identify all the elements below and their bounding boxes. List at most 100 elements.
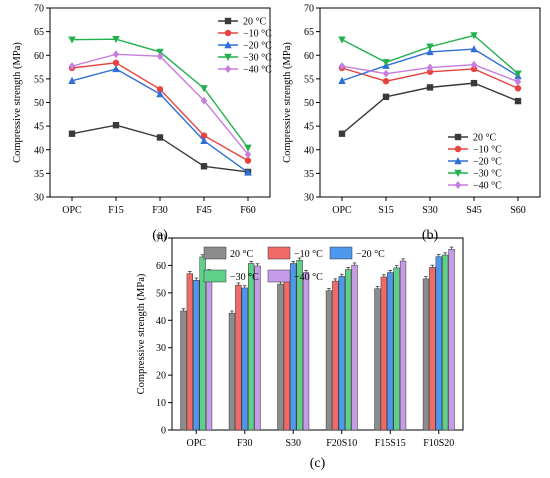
panel-a-legend-10-c-swatch-marker — [224, 29, 232, 37]
panel-c-legend-40-c-swatch — [267, 269, 291, 283]
panel-b-legend-40-c-swatch-marker — [454, 181, 462, 189]
panel-a-series-30-c-point — [68, 36, 76, 44]
panel-a-y-tick-label: 35 — [34, 169, 44, 180]
panel-a-series-30-c-point — [244, 144, 252, 152]
panel-c-x-tick-label: F10S20 — [423, 438, 454, 449]
panel-c-legend-20-c-label: 20 °C — [230, 249, 253, 260]
panel-b-series-20-c-point — [470, 79, 478, 87]
panel-b-legend-30-c-label: −30 °C — [473, 169, 502, 180]
panel-c-series-20-c-bar — [338, 276, 345, 431]
panel-b-y-tick-label: 65 — [304, 27, 314, 38]
panel-a-series-20-c-point — [68, 130, 76, 137]
panel-a-series-10-c-point — [112, 59, 120, 67]
panel-c-x-tick-label: F30 — [237, 438, 253, 449]
panel-c-series-20-c-bar — [435, 256, 442, 431]
panel-b-x-tick-label: OPC — [332, 205, 352, 216]
panel-a-plot-frame — [49, 7, 271, 198]
panel-c-legend-10-c-label: −10 °C — [294, 249, 323, 260]
panel-b-series-20-c-line — [341, 82, 519, 135]
panel-b-legend-20-c-swatch-marker — [454, 133, 462, 141]
panel-a-series-20-c-point — [68, 76, 76, 84]
panel-a-series-20-c-line — [71, 68, 249, 173]
panel-c-series-20-c-bar — [228, 312, 236, 431]
panel-c-plot-frame — [171, 237, 464, 431]
panel-b-plot-frame — [319, 7, 541, 198]
panel-b-y-axis-label: Compressive strength (MPa) — [282, 42, 293, 163]
panel-b-legend-10-c-label: −10 °C — [473, 145, 502, 156]
panel-c-series-20-c-bar — [422, 278, 430, 431]
panel-c-x-tick-label: S30 — [285, 438, 301, 449]
panel-b-series-20-c-point — [470, 45, 478, 53]
panel-b-series-20-c-point — [338, 130, 346, 137]
panel-b-y-tick-label: 45 — [304, 122, 314, 133]
panel-b-legend-20-c-swatch-marker — [454, 157, 462, 165]
panel-b-series-20-c-point — [426, 47, 434, 56]
panel-b-series-20-c-point — [382, 93, 390, 101]
panel-c-x-tick-label: OPC — [187, 438, 207, 449]
panel-c-series-10-c-bar — [380, 276, 388, 431]
panel-b-y-tick-label: 50 — [304, 98, 314, 109]
panel-a-legend-30-c-label: −30 °C — [243, 53, 272, 64]
panel-a-legend-40-c-swatch-marker — [224, 65, 232, 73]
panel-a-series-40-c-point — [244, 150, 252, 159]
panel-c-series-20-c-bar — [277, 283, 284, 431]
panel-a-series-20-c-point — [156, 89, 164, 98]
panel-c-series-40-c-bar — [351, 264, 358, 431]
panel-c-series-20-c-bar — [374, 288, 381, 431]
panel-c-series-20-c-bar — [241, 287, 248, 431]
panel-b-caption: (b) — [422, 228, 439, 243]
panel-b-y-tick-label: 35 — [304, 169, 314, 180]
panel-a-x-tick-label: F60 — [240, 205, 256, 216]
panel-b-x-tick-label: S30 — [422, 205, 438, 216]
panel-b-series-30-c-point — [426, 43, 434, 51]
panel-c-series-30-c-bar — [442, 254, 449, 431]
panel-c-legend-40-c-label: −40 °C — [294, 272, 323, 283]
panel-a-y-tick-label: 40 — [34, 145, 44, 156]
panel-a-y-tick-label: 65 — [34, 27, 44, 38]
panel-a-x-tick-label: F15 — [108, 205, 124, 216]
panel-c-legend-20-c-swatch — [203, 246, 227, 260]
panel-c-y-tick-label: 0 — [161, 426, 166, 437]
panel-c-series-20-c-bar — [180, 310, 187, 431]
panel-b-series-30-c-point — [338, 36, 346, 44]
panel-a-series-20-c-point — [156, 134, 164, 141]
panel-b-series-40-c-point — [514, 77, 522, 86]
panel-a-legend-20-c-label: −20 °C — [243, 41, 272, 52]
panel-b-series-30-c-point — [514, 70, 522, 78]
panel-b-series-10-c-point — [426, 68, 434, 75]
panel-a-y-axis-label: Compressive strength (MPa) — [12, 42, 23, 163]
panel-c-series-20-c-bar — [387, 272, 394, 431]
panel-c-y-tick-label: 20 — [156, 371, 166, 382]
panel-b-legend-10-c-swatch-marker — [454, 145, 462, 153]
panel-c-chart: 0 10 20 30 40 50 60 70 OPC F30 S30 F20S10 F15S15 F10S… — [136, 234, 464, 471]
panel-b-series-30-c-point — [382, 59, 390, 67]
panel-a-legend-20-c-swatch-marker — [224, 17, 232, 25]
panel-a-series-30-c-point — [112, 35, 120, 44]
panel-a-series-40-c-point — [156, 52, 164, 61]
panel-a-series-40-c-point — [68, 62, 76, 71]
panel-a-x-tick-label: F30 — [152, 205, 168, 216]
panel-c-legend-10-c-swatch — [267, 246, 291, 260]
panel-b-series-40-c-point — [338, 62, 346, 71]
panel-c-series-40-c-bar — [205, 271, 213, 431]
panel-c-series-20-c-bar — [325, 290, 333, 431]
panel-c-y-tick-label: 60 — [156, 261, 166, 272]
panel-a-y-tick-label: 45 — [34, 122, 44, 133]
panel-c-x-tick-label: F15S15 — [375, 438, 406, 449]
panel-c-series-10-c-bar — [283, 274, 291, 431]
panel-b-series-10-c-point — [382, 78, 390, 85]
panel-a-series-20-c-point — [244, 168, 252, 176]
panel-b-x-tick-label: S15 — [378, 205, 394, 216]
panel-c-series-20-c-bar — [193, 279, 200, 431]
panel-c-series-40-c-bar — [254, 265, 261, 431]
panel-b-series-20-c-point — [426, 84, 434, 91]
panel-a-series-10-c-point — [200, 132, 208, 139]
panel-a-legend-20-c-label: 20 °C — [243, 17, 266, 28]
panel-c-series-40-c-bar — [302, 272, 310, 431]
panel-a-y-tick-label: 55 — [34, 74, 44, 85]
panel-c-caption: (c) — [310, 456, 326, 471]
panel-a-chart: 30 35 40 45 50 55 60 65 70 OPC F15 F30 F45 F60 Compres… — [12, 4, 272, 244]
panel-c-series-10-c-bar — [332, 280, 339, 431]
panel-a-y-tick-label: 30 — [34, 193, 44, 204]
